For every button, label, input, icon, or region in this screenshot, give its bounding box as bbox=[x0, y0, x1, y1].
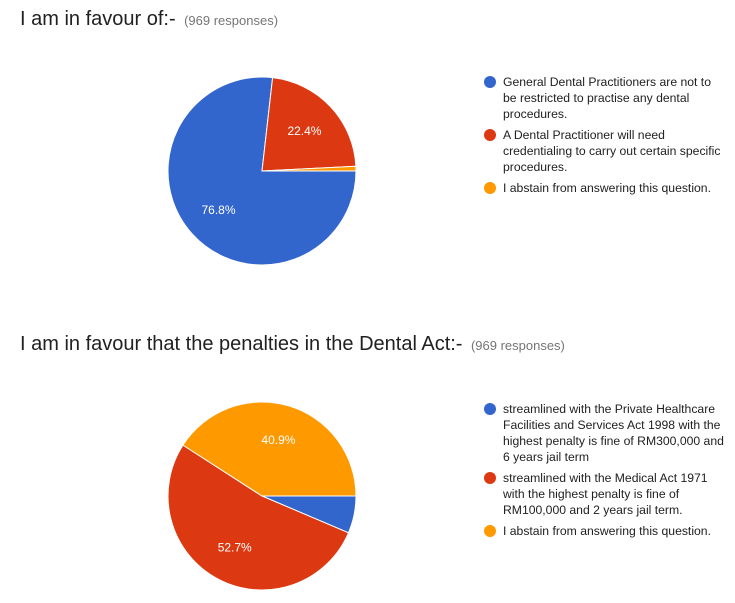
legend-swatch bbox=[484, 182, 496, 194]
legend-label: I abstain from answering this question. bbox=[503, 181, 711, 195]
legend-item: streamlined with the Medical Act 1971 wi… bbox=[484, 470, 724, 518]
chart-title: I am in favour of:- bbox=[20, 8, 176, 30]
chart-title-row: I am in favour that the penalties in the… bbox=[20, 333, 565, 356]
legend-item: streamlined with the Private Healthcare … bbox=[484, 401, 724, 465]
chart-panel: I am in favour that the penalties in the… bbox=[0, 325, 735, 603]
legend: General Dental Practitioners are not to … bbox=[484, 74, 724, 201]
legend-swatch bbox=[484, 129, 496, 141]
pie-slice bbox=[261, 165, 357, 172]
legend-swatch bbox=[484, 472, 496, 484]
response-count: (969 responses) bbox=[470, 338, 565, 353]
pie-slice bbox=[167, 76, 357, 266]
pie-slice bbox=[261, 77, 357, 172]
chart-title-row: I am in favour of:- (969 responses) bbox=[20, 8, 278, 31]
pie-slice bbox=[167, 444, 350, 591]
response-count: (969 responses) bbox=[184, 13, 279, 28]
legend-swatch bbox=[484, 525, 496, 537]
slice-label: 76.8% bbox=[202, 203, 236, 217]
pie-chart: 52.7% 40.9% bbox=[167, 401, 357, 591]
chart-title: I am in favour that the penalties in the… bbox=[20, 333, 463, 355]
pie-slice bbox=[182, 401, 357, 497]
legend-item: I abstain from answering this question. bbox=[484, 523, 724, 539]
legend-label: A Dental Practitioner will need credenti… bbox=[503, 128, 721, 174]
legend: streamlined with the Private Healthcare … bbox=[484, 401, 724, 544]
legend-swatch bbox=[484, 76, 496, 88]
legend-label: streamlined with the Medical Act 1971 wi… bbox=[503, 471, 708, 517]
slice-label: 22.4% bbox=[287, 124, 321, 138]
legend-label: I abstain from answering this question. bbox=[503, 524, 711, 538]
legend-item: General Dental Practitioners are not to … bbox=[484, 74, 724, 122]
slice-label: 52.7% bbox=[218, 541, 252, 555]
legend-label: streamlined with the Private Healthcare … bbox=[503, 402, 724, 464]
legend-item: I abstain from answering this question. bbox=[484, 180, 724, 196]
legend-swatch bbox=[484, 403, 496, 415]
legend-label: General Dental Practitioners are not to … bbox=[503, 75, 711, 121]
pie-chart: 76.8% 22.4% bbox=[167, 76, 357, 266]
legend-item: A Dental Practitioner will need credenti… bbox=[484, 127, 724, 175]
slice-label: 40.9% bbox=[261, 433, 295, 447]
chart-panel: I am in favour of:- (969 responses) 76.8… bbox=[0, 0, 735, 300]
